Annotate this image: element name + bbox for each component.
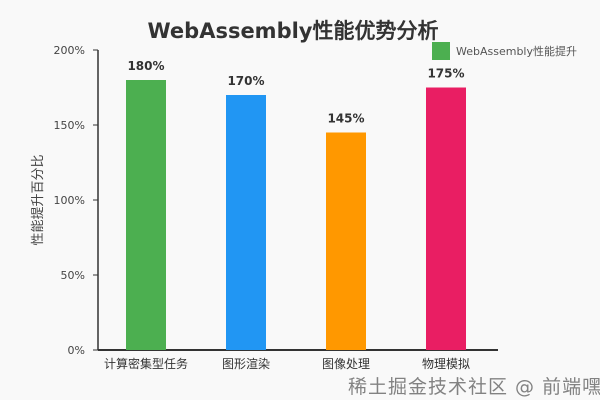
data-label: 145% <box>327 112 364 126</box>
watermark: 稀土掘金技术社区 @ 前端嘿起 <box>348 376 600 398</box>
x-tick-label: 物理模拟 <box>422 357 470 371</box>
data-label: 170% <box>227 74 264 88</box>
legend-swatch <box>432 42 450 60</box>
bar <box>226 95 266 350</box>
y-tick-label: 100% <box>54 194 85 207</box>
data-label: 180% <box>127 59 164 73</box>
data-label: 175% <box>427 67 464 81</box>
y-axis-label: 性能提升百分比 <box>30 154 46 245</box>
bar <box>126 80 166 350</box>
chart-title: WebAssembly性能优势分析 <box>148 19 439 43</box>
y-tick-label: 0% <box>68 344 85 357</box>
legend: WebAssembly性能提升 <box>432 42 577 60</box>
y-tick-label: 200% <box>54 44 85 57</box>
y-tick-label: 150% <box>54 119 85 132</box>
bar <box>326 132 366 350</box>
x-tick-label: 计算密集型任务 <box>104 356 188 371</box>
y-tick-label: 50% <box>61 269 85 282</box>
legend-label: WebAssembly性能提升 <box>456 44 577 58</box>
x-tick-label: 图形渲染 <box>222 356 270 371</box>
bar <box>426 87 466 350</box>
x-tick-label: 图像处理 <box>322 357 370 371</box>
